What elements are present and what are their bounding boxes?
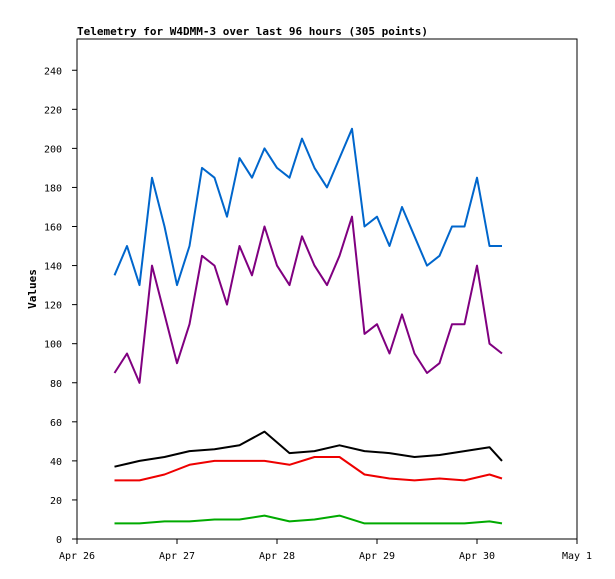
y-tick-label: 80 — [50, 379, 62, 390]
x-axis: Apr 26 Apr 27 Apr 28 Apr 29 Apr 30 May 1 — [59, 539, 592, 562]
plot-area — [76, 38, 578, 540]
series-group — [113, 127, 503, 525]
y-axis: 0 20 40 60 80 100 120 140 160 180 200 220 240 — [44, 66, 77, 546]
series-line-5 — [114, 514, 503, 525]
x-tick-label: May 1 — [562, 551, 592, 562]
y-tick-label: 160 — [44, 223, 62, 234]
y-tick-label: 180 — [44, 183, 62, 194]
x-tick-label: Apr 30 — [459, 551, 495, 562]
x-tick-label: Apr 27 — [159, 551, 195, 562]
x-tick-label: Apr 28 — [259, 551, 295, 562]
x-tick-label: Apr 26 — [59, 551, 95, 562]
y-tick-label: 140 — [44, 262, 62, 273]
y-axis-label: Values — [26, 269, 39, 309]
y-tick-label: 240 — [44, 66, 62, 77]
y-tick-label: 200 — [44, 144, 62, 155]
y-tick-label: 40 — [50, 457, 62, 468]
y-tick-label: 100 — [44, 340, 62, 351]
y-tick-label: 0 — [56, 535, 62, 546]
series-line-1 — [113, 127, 502, 287]
series-line-3 — [114, 430, 503, 468]
series-line-4 — [114, 456, 503, 482]
series-line-2 — [113, 215, 503, 384]
y-tick-label: 120 — [44, 301, 62, 312]
y-tick-label: 20 — [50, 496, 62, 507]
y-tick-label: 60 — [50, 418, 62, 429]
x-tick-label: Apr 29 — [359, 551, 395, 562]
chart-title: Telemetry for W4DMM-3 over last 96 hours… — [77, 25, 428, 38]
y-tick-label: 220 — [44, 105, 62, 116]
